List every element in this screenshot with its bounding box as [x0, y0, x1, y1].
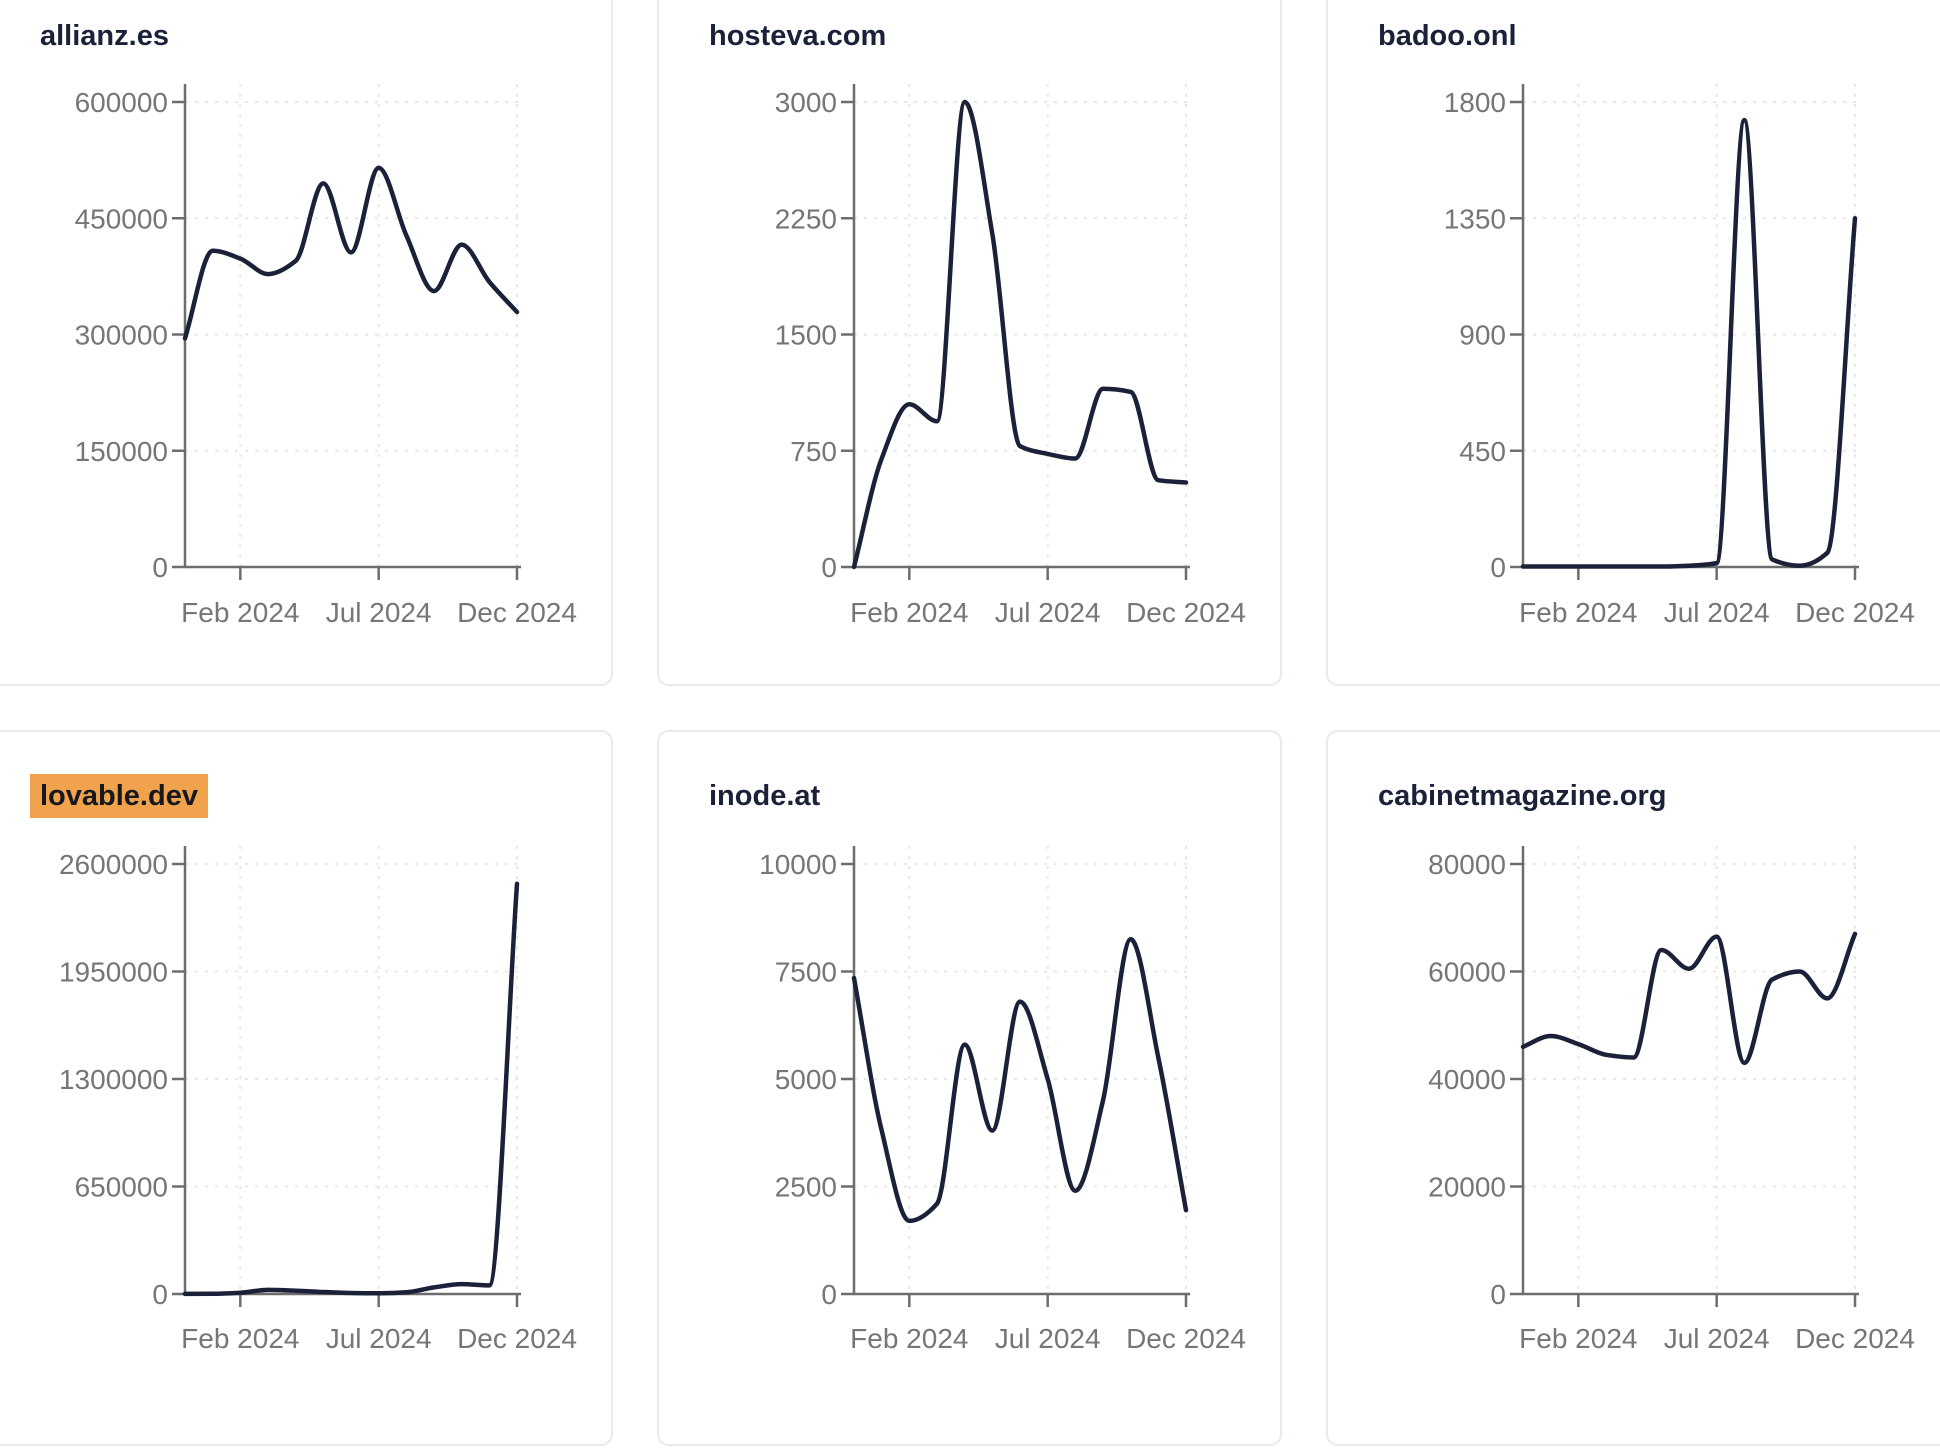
x-tick-label: Dec 2024: [457, 597, 577, 628]
y-tick-label: 2500: [775, 1172, 837, 1203]
series-line: [182, 881, 520, 1297]
x-tick-label: Dec 2024: [1126, 1323, 1246, 1354]
domain-title-text: cabinetmagazine.org: [1378, 780, 1667, 812]
y-tick-label: 1800: [1444, 87, 1506, 118]
y-tick-label: 2250: [775, 203, 837, 234]
x-tick-label: Feb 2024: [850, 1323, 968, 1354]
x-tick-label: Dec 2024: [1795, 1323, 1915, 1354]
y-tick-label: 0: [821, 552, 837, 583]
domain-title-text: badoo.onl: [1378, 20, 1517, 52]
traffic-line-chart: 0 650000 1300000 1950000 2600000 Feb 2024 Jul …: [59, 846, 577, 1354]
series-line: [851, 99, 1189, 570]
y-tick-label: 60000: [1428, 957, 1506, 988]
chart-card-inode-at[interactable]: inode.at 0 2500 5000 7500 10000 Feb 2024 Jul 2…: [657, 730, 1282, 1446]
traffic-line-chart: 0 450 900 1350 1800 Feb 2024 Jul 2024 Dec 2024: [1444, 84, 1915, 628]
y-tick-label: 1350: [1444, 203, 1506, 234]
traffic-line-chart: 0 20000 40000 60000 80000 Feb 2024 Jul 2024 Dec…: [1428, 846, 1915, 1354]
chart-card-badoo-onl[interactable]: badoo.onl 0 450 900 1350 1800 Feb 2024 Jul 202…: [1326, 0, 1940, 686]
y-tick-label: 80000: [1428, 849, 1506, 880]
domain-title-text: allianz.es: [40, 20, 169, 52]
series-line: [182, 165, 520, 341]
x-tick-label: Jul 2024: [995, 597, 1101, 628]
x-tick-label: Feb 2024: [181, 597, 299, 628]
y-tick-label: 20000: [1428, 1172, 1506, 1203]
chart-card-lovable-dev[interactable]: lovable.dev 0 650000 1300000 1950000 2600000…: [0, 730, 613, 1446]
domain-title: hosteva.com: [709, 22, 886, 51]
series-line: [1520, 931, 1858, 1066]
y-tick-label: 3000: [775, 87, 837, 118]
y-tick-label: 40000: [1428, 1064, 1506, 1095]
y-tick-label: 600000: [75, 87, 168, 118]
series-line: [1520, 117, 1858, 569]
y-tick-label: 0: [152, 552, 168, 583]
domain-title: lovable.dev: [30, 774, 208, 818]
y-tick-label: 5000: [775, 1064, 837, 1095]
y-tick-label: 750: [790, 436, 837, 467]
x-tick-label: Feb 2024: [1519, 1323, 1637, 1354]
x-tick-label: Jul 2024: [326, 597, 432, 628]
y-tick-label: 650000: [75, 1172, 168, 1203]
chart-card-allianz-es[interactable]: allianz.es 0 150000 300000 450000 600000 Feb …: [0, 0, 613, 686]
x-tick-label: Jul 2024: [995, 1323, 1101, 1354]
y-tick-label: 2600000: [59, 849, 168, 880]
x-tick-label: Jul 2024: [326, 1323, 432, 1354]
domain-title: inode.at: [709, 782, 820, 811]
traffic-line-chart: 0 750 1500 2250 3000 Feb 2024 Jul 2024 Dec 2024: [775, 84, 1246, 628]
y-tick-label: 450000: [75, 203, 168, 234]
x-tick-label: Feb 2024: [181, 1323, 299, 1354]
y-tick-label: 1500: [775, 320, 837, 351]
series-line: [851, 937, 1189, 1224]
domain-title-text: hosteva.com: [709, 20, 887, 52]
y-tick-label: 150000: [75, 436, 168, 467]
y-tick-label: 300000: [75, 320, 168, 351]
domain-title-text highlighted-title: lovable.dev: [30, 774, 208, 818]
x-tick-label: Jul 2024: [1664, 1323, 1770, 1354]
x-tick-label: Jul 2024: [1664, 597, 1770, 628]
chart-card-hosteva-com[interactable]: hosteva.com 0 750 1500 2250 3000 Feb 2024 Jul …: [657, 0, 1282, 686]
domain-title: cabinetmagazine.org: [1378, 782, 1666, 811]
traffic-line-chart: 0 150000 300000 450000 600000 Feb 2024 Jul 202…: [75, 84, 577, 628]
domain-title: allianz.es: [40, 22, 169, 51]
y-tick-label: 1300000: [59, 1064, 168, 1095]
y-tick-label: 0: [1490, 552, 1506, 583]
y-tick-label: 450: [1459, 436, 1506, 467]
y-tick-label: 0: [1490, 1279, 1506, 1310]
traffic-line-chart: 0 2500 5000 7500 10000 Feb 2024 Jul 2024 Dec 20…: [759, 846, 1246, 1354]
x-tick-label: Dec 2024: [457, 1323, 577, 1354]
x-tick-label: Feb 2024: [850, 597, 968, 628]
y-tick-label: 0: [152, 1279, 168, 1310]
domain-title: badoo.onl: [1378, 22, 1517, 51]
chart-card-cabinetmagazine-org[interactable]: cabinetmagazine.org 0 20000 40000 60000 8000…: [1326, 730, 1940, 1446]
x-tick-label: Dec 2024: [1795, 597, 1915, 628]
x-tick-label: Feb 2024: [1519, 597, 1637, 628]
y-tick-label: 900: [1459, 320, 1506, 351]
y-tick-label: 10000: [759, 849, 837, 880]
y-tick-label: 7500: [775, 957, 837, 988]
y-tick-label: 1950000: [59, 957, 168, 988]
domain-title-text: inode.at: [709, 780, 821, 812]
x-tick-label: Dec 2024: [1126, 597, 1246, 628]
y-tick-label: 0: [821, 1279, 837, 1310]
